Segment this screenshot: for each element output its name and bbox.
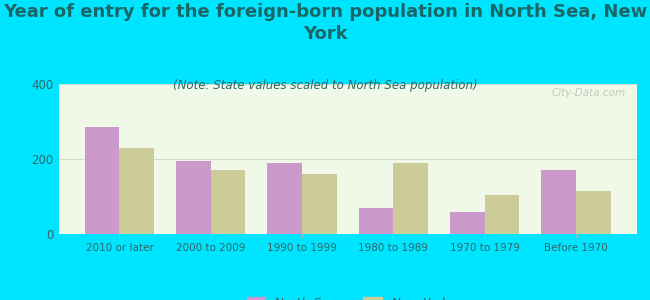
Bar xyxy=(541,170,576,234)
Bar xyxy=(267,163,302,234)
Bar xyxy=(450,212,485,234)
Bar xyxy=(211,170,246,234)
Bar xyxy=(120,148,154,234)
Bar xyxy=(359,208,393,234)
Text: City-Data.com: City-Data.com xyxy=(551,88,625,98)
Text: Year of entry for the foreign-born population in North Sea, New
York: Year of entry for the foreign-born popul… xyxy=(3,3,647,43)
Bar xyxy=(302,174,337,234)
Bar xyxy=(576,191,611,234)
Bar xyxy=(176,161,211,234)
Legend: North Sea, New York: North Sea, New York xyxy=(246,297,449,300)
Bar xyxy=(485,195,519,234)
Bar xyxy=(84,127,120,234)
Bar xyxy=(393,163,428,234)
Text: (Note: State values scaled to North Sea population): (Note: State values scaled to North Sea … xyxy=(173,80,477,92)
